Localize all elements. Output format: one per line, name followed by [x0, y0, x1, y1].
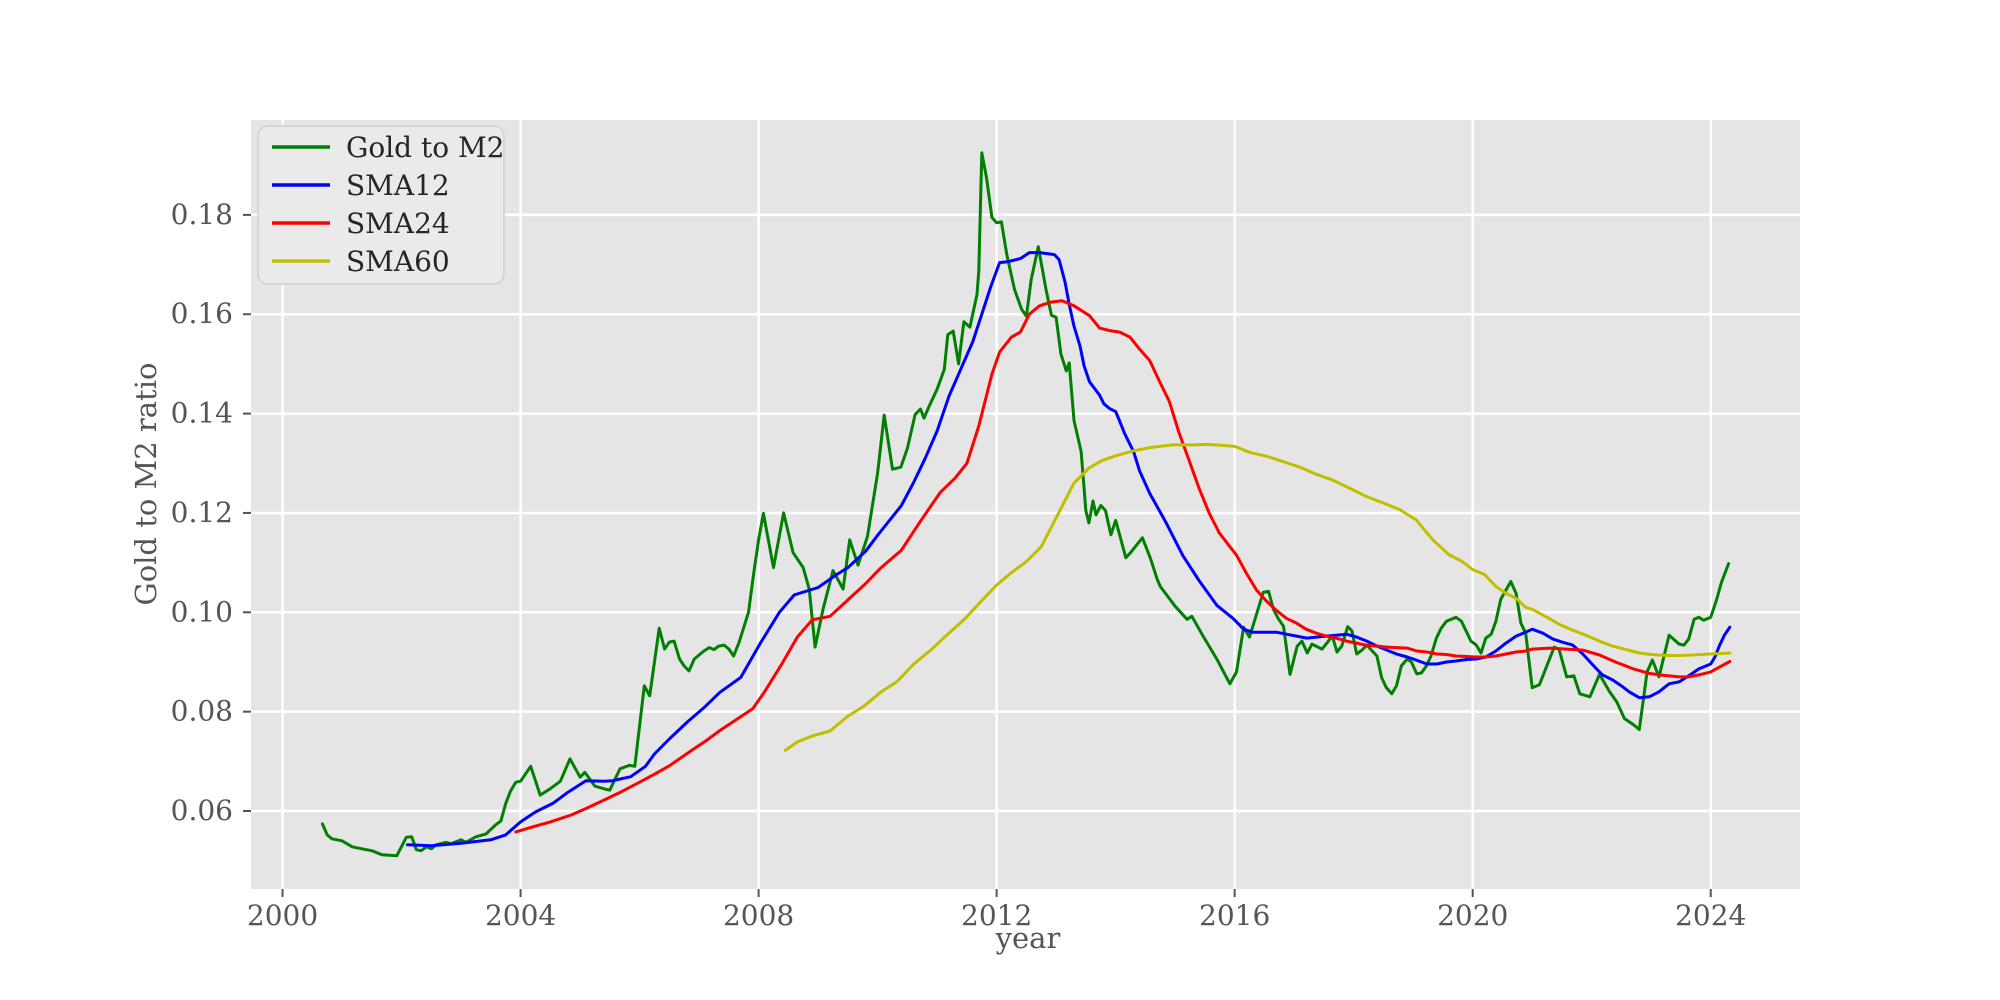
plot-area — [251, 120, 1800, 889]
axis-ticks: 2000 2004 2008 2012 2016 2020 2024 0.06 0.08 0.10… — [171, 198, 1747, 932]
legend-label: Gold to M2 — [346, 131, 505, 164]
series-lines — [320, 151, 1732, 858]
x-tick-label: 2000 — [247, 899, 318, 932]
legend-label: SMA60 — [346, 245, 450, 278]
y-tick-label: 0.08 — [171, 695, 233, 728]
legend: Gold to M2 SMA12 SMA24 SMA60 — [257, 125, 505, 285]
x-axis-label: year — [995, 921, 1061, 955]
legend-item: SMA12 — [272, 169, 450, 202]
y-tick-label: 0.06 — [171, 794, 233, 827]
series-line-sma12 — [406, 251, 1732, 848]
x-tick-label: 2024 — [1675, 899, 1746, 932]
y-tick-label: 0.12 — [171, 496, 233, 529]
x-tick-label: 2004 — [485, 899, 556, 932]
x-tick-label: 2008 — [723, 899, 794, 932]
legend-item: SMA24 — [272, 207, 450, 240]
series-line-sma60 — [783, 442, 1732, 752]
legend-item: SMA60 — [272, 245, 450, 278]
y-tick-label: 0.16 — [171, 297, 233, 330]
plot-background — [251, 120, 1800, 889]
series-line-sma24 — [514, 299, 1732, 834]
legend-label: SMA12 — [346, 169, 450, 202]
y-axis-label: Gold to M2 ratio — [129, 363, 163, 606]
y-tick-label: 0.14 — [171, 397, 233, 430]
legend-item: Gold to M2 — [272, 131, 505, 164]
y-tick-label: 0.18 — [171, 198, 233, 231]
legend-box — [257, 125, 505, 285]
x-tick-label: 2012 — [961, 899, 1032, 932]
y-tick-label: 0.10 — [171, 595, 233, 628]
gridlines — [251, 120, 1800, 889]
legend-label: SMA24 — [346, 207, 450, 240]
x-tick-label: 2016 — [1199, 899, 1270, 932]
series-line-gold-to-m2 — [320, 151, 1731, 858]
x-tick-label: 2020 — [1437, 899, 1508, 932]
